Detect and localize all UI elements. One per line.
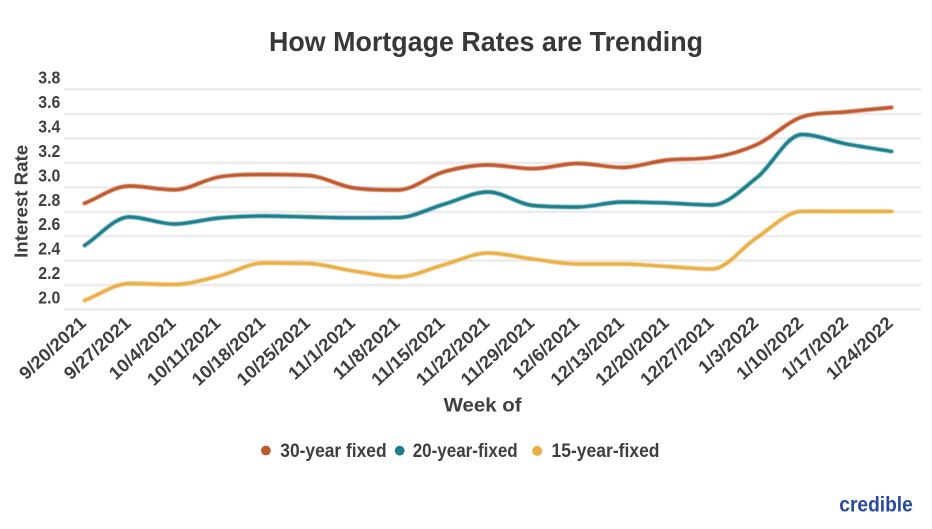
- svg-text:2.0: 2.0: [38, 288, 60, 308]
- svg-text:15-year-fixed: 15-year-fixed: [552, 441, 660, 462]
- svg-text:3.8: 3.8: [38, 68, 60, 88]
- svg-text:2.8: 2.8: [38, 190, 60, 210]
- svg-text:Interest Rate: Interest Rate: [12, 145, 32, 258]
- svg-text:Week of: Week of: [444, 395, 523, 417]
- svg-text:3.0: 3.0: [38, 165, 60, 185]
- svg-text:How Mortgage Rates are Trendin: How Mortgage Rates are Trending: [269, 26, 703, 57]
- svg-text:20-year-fixed: 20-year-fixed: [413, 441, 518, 462]
- svg-text:3.4: 3.4: [38, 116, 60, 136]
- svg-text:30-year fixed: 30-year fixed: [280, 441, 386, 462]
- svg-text:credible: credible: [839, 494, 913, 517]
- svg-text:3.2: 3.2: [38, 141, 60, 161]
- svg-text:2.4: 2.4: [38, 239, 60, 259]
- svg-text:3.6: 3.6: [38, 92, 60, 112]
- svg-text:2.2: 2.2: [38, 263, 60, 283]
- svg-text:2.6: 2.6: [38, 214, 60, 234]
